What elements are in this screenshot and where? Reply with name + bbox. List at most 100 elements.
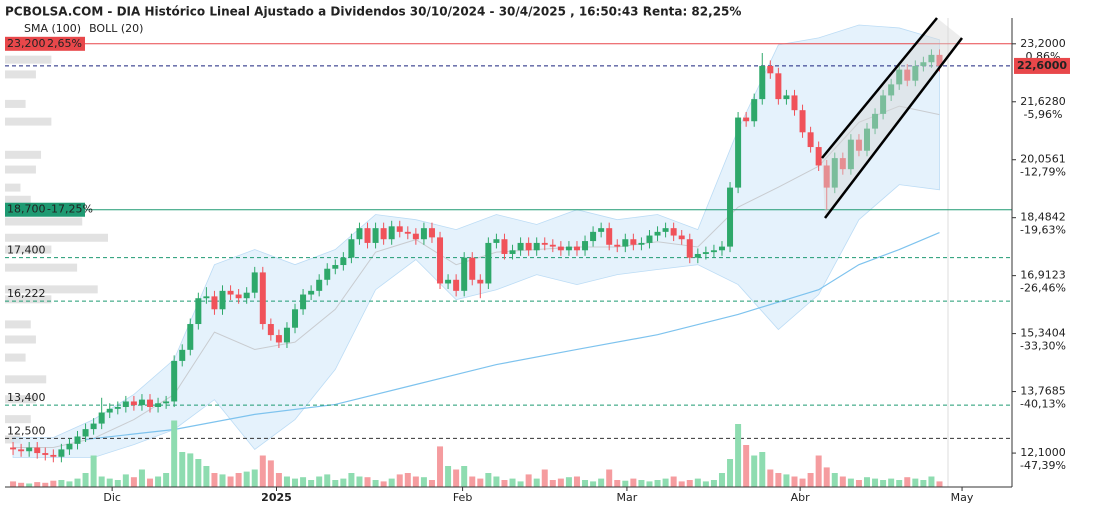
volume-bar [573, 476, 580, 487]
y-tick-change: -19,63% [1020, 224, 1066, 237]
volume-bar [147, 478, 154, 487]
volume-bar [904, 477, 911, 487]
volume-bar [517, 481, 524, 487]
candle-body [396, 226, 403, 232]
candle-body [308, 290, 315, 295]
candle-body [412, 233, 419, 240]
volume-bar [759, 452, 766, 487]
candle-body [573, 246, 580, 251]
volume-bar [316, 476, 323, 487]
x-tick-label: Mar [617, 491, 638, 504]
candle-body [541, 242, 548, 245]
volume-bar [654, 480, 661, 487]
volume-bar [332, 480, 339, 487]
candle-body [686, 239, 693, 258]
volume-bar [138, 469, 145, 487]
candle-body [404, 231, 411, 234]
volume-profile-bar [5, 183, 21, 192]
volume-bar [356, 476, 363, 487]
bollinger-band [12, 24, 940, 458]
volume-bar [251, 469, 258, 487]
candle-body [372, 228, 379, 243]
volume-bar [694, 478, 701, 487]
volume-bar [420, 477, 427, 487]
volume-bar [525, 474, 532, 487]
candle-body [847, 139, 854, 170]
candle-body [614, 244, 621, 247]
x-tick-label: Abr [791, 491, 811, 504]
y-tick-change: -33,30% [1020, 340, 1066, 353]
candle-body [598, 228, 605, 232]
volume-bar [348, 473, 355, 487]
volume-profile-bar [5, 245, 52, 254]
volume-bar [388, 478, 395, 487]
volume-profile-bar [5, 320, 31, 329]
candle-body [90, 423, 97, 430]
y-tick-change: -40,13% [1020, 398, 1066, 411]
candle-body [283, 327, 290, 343]
last-price-label: 22,6000 [1017, 59, 1067, 72]
volume-bar [509, 478, 516, 487]
volume-bar [839, 476, 846, 487]
candle-body [114, 406, 121, 409]
volume-bar [646, 481, 653, 487]
volume-profile-bar [5, 217, 83, 226]
volume-bar [888, 478, 895, 487]
volume-bar [751, 455, 758, 487]
volume-bar [557, 478, 564, 487]
level-label: 23,200 [7, 37, 46, 50]
back-layer: 23,200 2,65% 18,700 -17,25% 17,400 16,222 13,4… [5, 24, 1012, 458]
volume-bar [670, 476, 677, 487]
candle-body [388, 226, 395, 240]
volume-bar [855, 480, 862, 487]
volume-bar [10, 481, 17, 487]
volume-profile-bar [5, 353, 26, 362]
volume-bar [880, 480, 887, 487]
volume-bar [227, 476, 234, 487]
candle-body [775, 73, 782, 100]
level-change: 2,65% [47, 37, 82, 50]
volume-bar [614, 480, 621, 487]
candle-body [880, 95, 887, 114]
candle-body [751, 99, 758, 122]
bollinger-middle [13, 105, 940, 449]
volume-bar [485, 473, 492, 487]
candle-body [912, 65, 919, 81]
volume-bar [920, 480, 927, 487]
x-tick-label: 2025 [261, 491, 292, 504]
volume-bar [380, 481, 387, 487]
volume-bar [66, 481, 73, 487]
volume-bar [259, 455, 266, 487]
candle-body [316, 279, 323, 291]
volume-bar [872, 478, 879, 487]
candle-body [324, 268, 331, 280]
candle-body [348, 239, 355, 258]
candle-body [654, 231, 661, 236]
volume-bar [533, 478, 540, 487]
candle-body [18, 449, 25, 452]
candle-body [74, 436, 81, 444]
candle-body [163, 401, 170, 404]
volume-bar [936, 481, 943, 487]
volume-bar [26, 483, 33, 487]
volume-bar [461, 466, 468, 487]
candle-body [710, 250, 717, 253]
candle-body [855, 139, 862, 151]
volume-bar [163, 473, 170, 487]
candle-body [380, 228, 387, 240]
candle-body [727, 187, 734, 247]
candle-body [437, 237, 444, 284]
volume-bar [106, 478, 113, 487]
volume-bar [195, 459, 202, 487]
y-tick-label: 12,1000 [1020, 446, 1066, 459]
volume-bar [171, 420, 178, 487]
candle-body [823, 165, 830, 188]
candle-body [590, 231, 597, 242]
volume-profile-bar [5, 263, 78, 272]
volume-bar [735, 424, 742, 487]
volume-profile-bar [5, 415, 31, 424]
volume-profile-bar [5, 195, 31, 204]
volume-bar [130, 477, 137, 487]
candle-body [300, 294, 307, 310]
